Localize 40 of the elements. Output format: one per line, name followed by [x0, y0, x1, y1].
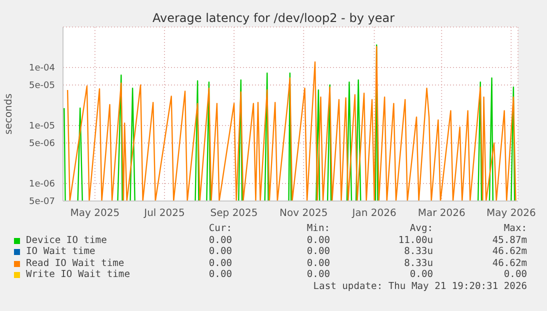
- x-tick-label: Jul 2025: [143, 208, 185, 220]
- y-tick-label: 5e-05: [29, 81, 55, 92]
- text: 11.00u: [398, 234, 433, 246]
- text: 45.87m: [492, 234, 527, 246]
- text: Cur:: [208, 223, 232, 234]
- y-tick-label: 1e-06: [29, 180, 56, 190]
- y-tick-label: 5e-07: [29, 197, 55, 208]
- text: 0.00: [208, 269, 232, 280]
- text: 0.00: [208, 246, 232, 257]
- y-tick-label: 5e-06: [29, 139, 56, 150]
- x-tick-label: Nov 2025: [280, 208, 328, 220]
- text: Max:: [504, 223, 527, 234]
- text: 0.00: [504, 269, 527, 280]
- text: 8.33u: [404, 258, 433, 268]
- x-tick-label: Mar 2026: [418, 208, 466, 220]
- y-tick-label: 1e-05: [29, 122, 55, 132]
- text: Avg:: [410, 223, 433, 234]
- text: 0.00: [208, 258, 232, 268]
- text: 0.00: [306, 246, 330, 257]
- text: 0.00: [208, 234, 232, 246]
- chart-title: Average latency for /dev/loop2 - by year: [151, 11, 396, 25]
- legend-label: IO Wait time: [26, 246, 96, 257]
- x-tick-label: May 2025: [70, 208, 120, 220]
- text: 46.62m: [492, 258, 527, 268]
- text: Last update: Thu May 21 19:20:31 2026: [313, 280, 527, 292]
- legend-label: Read IO Wait time: [26, 258, 124, 268]
- text: 0.00: [410, 269, 433, 280]
- text: 8.33u: [404, 246, 433, 257]
- text: Min:: [306, 223, 330, 234]
- y-tick-label: 1e-04: [29, 64, 56, 74]
- text: 0.00: [306, 269, 330, 280]
- legend-label: Device IO time: [26, 234, 107, 246]
- x-tick-label: Jan 2026: [351, 208, 396, 220]
- y-axis-title: seconds: [4, 94, 15, 134]
- text: 0.00: [306, 234, 330, 246]
- legend-label: Write IO Wait time: [26, 269, 130, 280]
- x-tick-label: May 2026: [486, 208, 536, 220]
- text: 46.62m: [492, 246, 527, 257]
- x-tick-label: Sep 2025: [210, 208, 258, 220]
- text: 0.00: [306, 258, 330, 268]
